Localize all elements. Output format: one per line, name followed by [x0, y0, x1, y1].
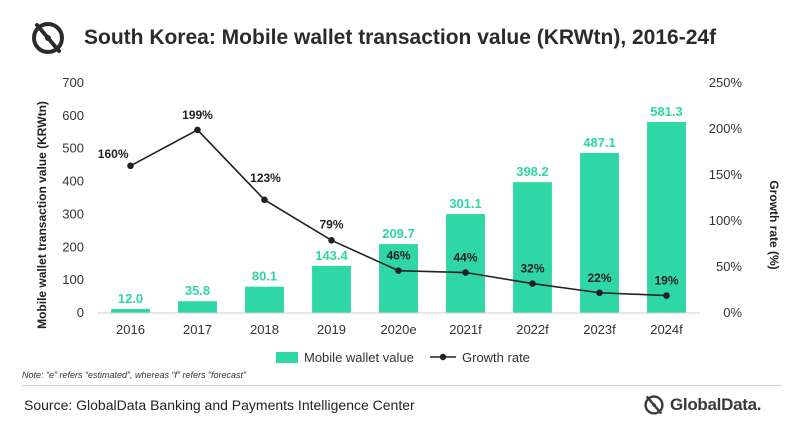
footer-divider	[22, 385, 782, 386]
growth-point	[127, 162, 134, 170]
brand-name: GlobalData.	[670, 395, 762, 414]
bar-value-label: 487.1	[583, 135, 616, 150]
y-axis-title: Mobile wallet transaction value (KRWtn)	[35, 101, 49, 329]
legend: Mobile wallet value Growth rate	[276, 350, 530, 365]
right-tick-label: 150%	[709, 167, 743, 182]
growth-point	[529, 280, 536, 287]
legend-label-bar: Mobile wallet value	[304, 350, 414, 365]
bar	[178, 301, 217, 313]
growth-value-label: 199%	[182, 108, 213, 122]
growth-value-label: 44%	[453, 251, 477, 265]
growth-value-label: 79%	[319, 217, 343, 231]
growth-value-label: 22%	[587, 271, 611, 285]
legend-swatch-marker	[439, 353, 447, 361]
x-axis-ticks: 2016 2017 2018 2019 2020e 2021f 2022f 2023f 2024…	[116, 322, 683, 337]
legend-label-line: Growth rate	[462, 350, 530, 365]
growth-value-label: 32%	[520, 262, 544, 276]
left-tick-label: 200	[62, 239, 84, 254]
bar	[580, 152, 619, 313]
bar	[446, 214, 485, 313]
right-tick-label: 50%	[716, 259, 742, 274]
x-tick-label: 2023f	[583, 322, 616, 337]
bar	[379, 244, 418, 313]
right-tick-label: 0%	[723, 305, 742, 320]
growth-point	[261, 196, 268, 204]
chart-note: Note: “e” refers “estimated”, whereas “f…	[22, 370, 247, 380]
globaldata-brand-icon	[644, 395, 664, 415]
left-tick-label: 400	[62, 174, 84, 189]
y2-axis-title: Growth rate (%)	[767, 180, 781, 269]
bar	[647, 122, 686, 313]
growth-point	[596, 289, 603, 297]
footer-brand: GlobalData.	[642, 392, 761, 418]
bar-value-label: 209.7	[382, 226, 415, 241]
growth-value-label: 46%	[386, 249, 410, 263]
x-tick-label: 2024f	[650, 322, 683, 337]
x-tick-label: 2021f	[449, 322, 482, 337]
growth-line-series	[127, 126, 670, 299]
left-axis-ticks: 0 100 200 300 400 500 600 700	[62, 75, 84, 320]
x-tick-label: 2018	[250, 322, 279, 337]
right-tick-label: 100%	[709, 213, 743, 228]
growth-point	[395, 267, 402, 274]
x-tick-label: 2019	[317, 322, 346, 337]
right-tick-label: 250%	[709, 75, 743, 90]
globaldata-logo-icon	[32, 22, 64, 54]
x-tick-label: 2017	[183, 322, 212, 337]
bar-value-label: 301.1	[449, 196, 482, 211]
chart: 0 100 200 300 400 500 600 700 0% 50% 100% 150% 200%…	[35, 75, 781, 365]
growth-point	[663, 292, 670, 299]
left-tick-label: 500	[62, 141, 84, 156]
right-axis-ticks: 0% 50% 100% 150% 200% 250%	[709, 75, 743, 320]
left-tick-label: 100	[62, 272, 84, 287]
bar	[111, 309, 150, 313]
left-tick-label: 300	[62, 206, 84, 221]
growth-value-labels: 160% 199% 123% 79% 46% 44% 32% 22% 19%	[98, 108, 679, 288]
page-title: South Korea: Mobile wallet transaction v…	[84, 26, 717, 49]
bar-value-label: 581.3	[650, 104, 683, 119]
growth-value-label: 19%	[654, 274, 678, 288]
bar	[245, 286, 284, 313]
source-text: Source: GlobalData Banking and Payments …	[24, 397, 415, 413]
bar-value-label: 80.1	[252, 269, 277, 284]
x-tick-label: 2022f	[516, 322, 549, 337]
bar-value-label: 143.4	[315, 248, 348, 263]
growth-point	[462, 269, 469, 276]
right-tick-label: 200%	[709, 121, 743, 136]
growth-value-label: 123%	[250, 171, 281, 185]
bar-value-label: 35.8	[185, 283, 210, 298]
growth-value-label: 160%	[98, 147, 129, 161]
bar-series	[111, 122, 686, 313]
x-tick-label: 2016	[116, 322, 145, 337]
legend-swatch-bar	[276, 352, 298, 363]
bar-value-label: 12.0	[118, 291, 143, 306]
bar-value-labels: 12.0 35.8 80.1 143.4 209.7 301.1 398.2 487.1 581…	[118, 104, 683, 306]
left-tick-label: 600	[62, 108, 84, 123]
bar	[513, 182, 552, 313]
bar	[312, 265, 351, 313]
x-tick-label: 2020e	[380, 322, 416, 337]
growth-point	[194, 126, 201, 134]
growth-point	[328, 237, 335, 244]
bar-value-label: 398.2	[516, 164, 549, 179]
left-tick-label: 0	[77, 305, 84, 320]
left-tick-label: 700	[62, 75, 84, 90]
